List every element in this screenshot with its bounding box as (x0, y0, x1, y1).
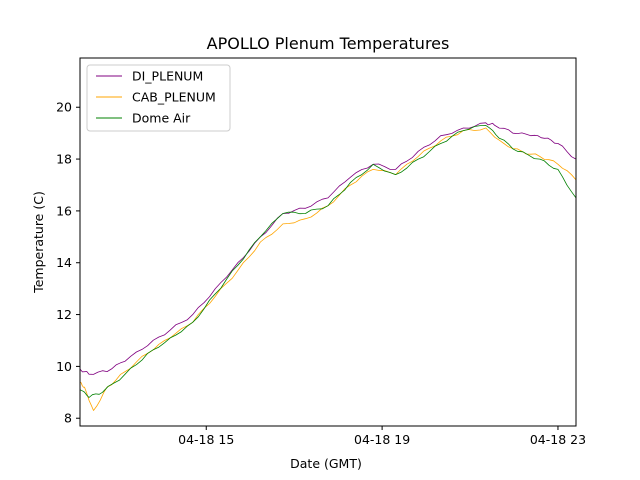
y-tick-label: 10 (56, 359, 72, 374)
legend-label-cab-plenum: CAB_PLENUM (132, 90, 216, 105)
y-tick-label: 16 (56, 203, 72, 218)
x-tick-label: 04-18 23 (530, 432, 586, 447)
y-tick-label: 20 (56, 100, 72, 115)
legend-frame (86, 64, 231, 132)
y-tick-label: 8 (64, 411, 72, 426)
legend-label-dome-air: Dome Air (132, 111, 191, 126)
y-tick-label: 12 (56, 307, 72, 322)
legend-label-di-plenum: DI_PLENUM (132, 69, 203, 84)
y-axis: 8 10 12 14 16 18 20 (56, 100, 80, 426)
y-axis-label: Temperature (C) (31, 191, 46, 294)
x-axis-label: Date (GMT) (290, 456, 362, 471)
series-line-dome-air (80, 125, 576, 398)
x-tick-label: 04-18 15 (178, 432, 234, 447)
series-layer (80, 122, 576, 411)
series-line-di-plenum (80, 122, 576, 375)
x-tick-label: 04-18 19 (354, 432, 410, 447)
y-tick-label: 18 (56, 152, 72, 167)
y-tick-label: 14 (56, 255, 72, 270)
plot-area-frame (79, 57, 577, 427)
legend: DI_PLENUM CAB_PLENUM Dome Air (86, 64, 231, 132)
chart-title: APOLLO Plenum Temperatures (207, 34, 450, 53)
series-line-cab-plenum (80, 127, 576, 411)
